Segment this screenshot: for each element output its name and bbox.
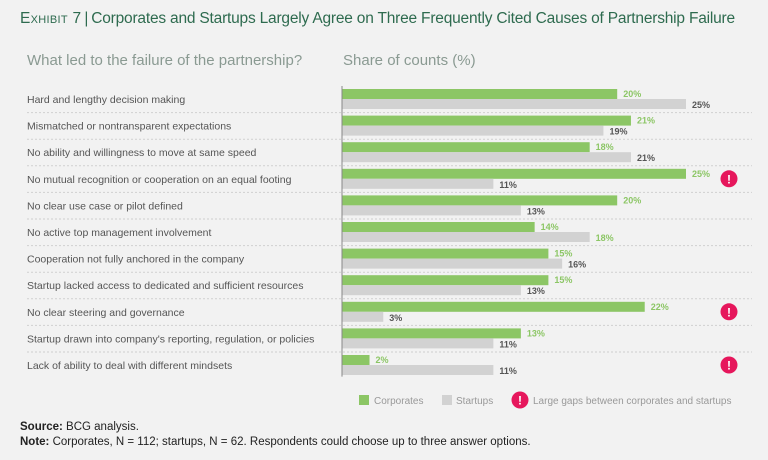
corporates-value-label: 22% xyxy=(651,302,669,312)
legend-corporates-swatch xyxy=(359,395,369,405)
corporates-value-label: 15% xyxy=(554,249,572,259)
corporates-bar xyxy=(342,301,645,312)
note-line: Note: Corporates, N = 112; startups, N =… xyxy=(20,435,531,450)
startups-value-label: 13% xyxy=(527,206,545,216)
corporates-bar xyxy=(342,222,535,232)
exhibit-label: Exhibit 7 xyxy=(20,10,82,27)
footer: Source: BCG analysis. Note: Corporates, … xyxy=(20,420,531,450)
corporates-value-label: 20% xyxy=(623,195,641,205)
startups-value-label: 3% xyxy=(389,313,402,323)
corporates-value-label: 25% xyxy=(692,169,710,179)
legend-gap-marker-icon xyxy=(511,391,529,409)
bar-chart: Hard and lengthy decision making 20% 25% Mi… xyxy=(27,86,752,409)
corporates-value-label: 13% xyxy=(527,328,545,338)
corporates-value-label: 2% xyxy=(376,355,389,365)
category-label: Startup lacked access to dedicated and s… xyxy=(27,280,303,292)
startups-value-label: 11% xyxy=(499,339,517,349)
large-gap-marker-glyph: ! xyxy=(727,359,731,373)
source-text: BCG analysis. xyxy=(66,421,139,433)
category-label: No clear use case or pilot defined xyxy=(27,200,183,212)
corporates-bar xyxy=(342,275,549,286)
corporates-bar xyxy=(342,168,686,179)
category-label: No mutual recognition or cooperation on … xyxy=(27,174,292,186)
startups-bar xyxy=(342,258,563,269)
source-line: Source: BCG analysis. xyxy=(20,420,531,435)
large-gap-marker-glyph: ! xyxy=(727,172,731,186)
corporates-bar xyxy=(342,248,549,259)
startups-value-label: 19% xyxy=(609,127,627,137)
chart-title: Exhibit 7 | Corporates and Startups Largel… xyxy=(20,10,735,28)
startups-bar xyxy=(342,365,494,375)
category-axis-header: What led to the failure of the partnersh… xyxy=(27,52,303,69)
startups-value-label: 16% xyxy=(568,260,586,270)
startups-bar xyxy=(342,285,521,296)
startups-bar xyxy=(342,99,686,109)
legend-gap-label: Large gaps between corporates and startu… xyxy=(533,396,731,407)
startups-value-label: 11% xyxy=(499,366,517,376)
category-label: No active top management involvement xyxy=(27,227,212,239)
title-separator: | xyxy=(84,10,89,27)
legend-gap-marker-glyph: ! xyxy=(518,394,522,408)
category-label: Startup drawn into company's reporting, … xyxy=(27,333,314,345)
corporates-bar xyxy=(342,328,521,339)
startups-bar xyxy=(342,232,590,242)
value-axis-header: Share of counts (%) xyxy=(343,52,476,69)
corporates-bar xyxy=(342,142,590,153)
category-label: Cooperation not fully anchored in the co… xyxy=(27,254,245,266)
large-gap-marker-glyph: ! xyxy=(727,305,731,319)
startups-bar xyxy=(342,338,494,349)
corporates-value-label: 21% xyxy=(637,116,655,126)
category-label: Hard and lengthy decision making xyxy=(27,94,185,106)
category-label: Mismatched or nontransparent expectation… xyxy=(27,121,231,133)
startups-value-label: 11% xyxy=(499,180,517,190)
category-label: Lack of ability to deal with different m… xyxy=(27,360,232,372)
corporates-bar xyxy=(342,195,618,206)
corporates-value-label: 18% xyxy=(596,142,614,152)
startups-value-label: 18% xyxy=(596,233,614,243)
startups-value-label: 25% xyxy=(692,100,710,110)
startups-bar xyxy=(342,125,604,136)
category-label: No clear steering and governance xyxy=(27,307,185,319)
source-label: Source: xyxy=(20,421,63,433)
corporates-bar xyxy=(342,89,618,99)
corporates-value-label: 20% xyxy=(623,89,641,99)
title-text: Corporates and Startups Largely Agree on… xyxy=(91,10,735,27)
corporates-bar xyxy=(342,115,631,126)
note-text: Corporates, N = 112; startups, N = 62. R… xyxy=(52,436,531,448)
large-gap-marker-icon xyxy=(720,170,738,188)
corporates-value-label: 14% xyxy=(541,222,559,232)
legend-startups-label: Startups xyxy=(456,396,493,407)
legend-corporates-label: Corporates xyxy=(374,396,423,407)
corporates-bar xyxy=(342,355,370,365)
startups-bar xyxy=(342,311,384,322)
startups-bar xyxy=(342,178,494,189)
large-gap-marker-icon xyxy=(720,356,738,374)
startups-bar xyxy=(342,152,631,163)
note-label: Note: xyxy=(20,436,50,448)
startups-value-label: 21% xyxy=(637,153,655,163)
corporates-value-label: 15% xyxy=(554,275,572,285)
legend-startups-swatch xyxy=(442,395,452,405)
startups-value-label: 13% xyxy=(527,286,545,296)
large-gap-marker-icon xyxy=(720,303,738,321)
startups-bar xyxy=(342,205,521,216)
category-label: No ability and willingness to move at sa… xyxy=(27,147,257,159)
